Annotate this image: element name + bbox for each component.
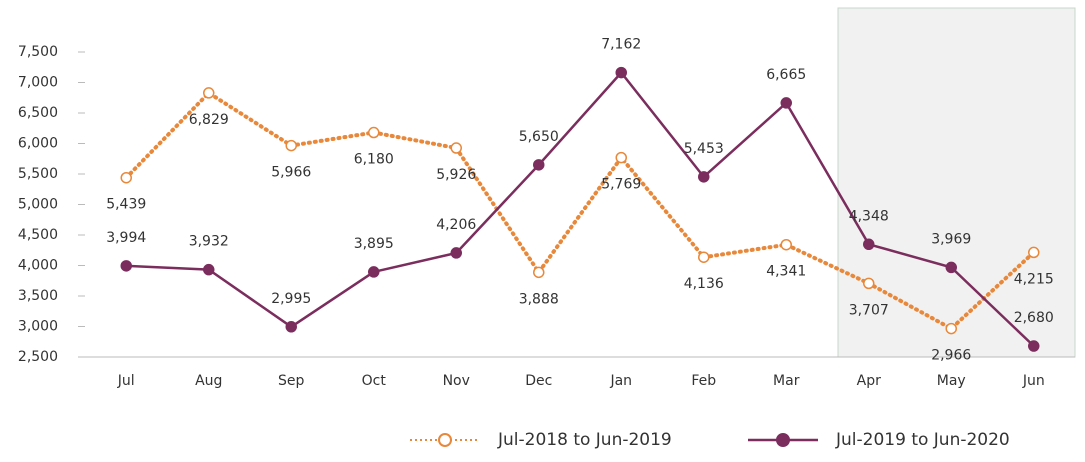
data-label: 2,966 bbox=[931, 348, 971, 364]
x-tick-label: Jun bbox=[1022, 373, 1045, 389]
point bbox=[863, 238, 875, 251]
point bbox=[450, 247, 462, 259]
data-label: 6,180 bbox=[354, 152, 394, 168]
shaded-region bbox=[837, 7, 1076, 358]
x-tick-label: Mar bbox=[773, 373, 800, 389]
y-tick-label: 3,500 bbox=[18, 288, 58, 304]
series-line bbox=[124, 90, 1036, 332]
x-tick-label: Feb bbox=[691, 373, 716, 389]
x-tick-label: Sep bbox=[278, 373, 305, 389]
y-tick-label: 6,500 bbox=[18, 105, 58, 121]
x-tick-label: Aug bbox=[195, 373, 222, 389]
data-label: 4,206 bbox=[436, 217, 476, 233]
x-tick-label: Jul bbox=[117, 373, 135, 389]
point bbox=[120, 171, 132, 184]
y-tick-label: 5,500 bbox=[18, 166, 58, 182]
point bbox=[945, 261, 957, 274]
x-tick-label: Jan bbox=[609, 373, 632, 389]
data-label: 5,769 bbox=[601, 177, 641, 193]
data-label: 3,888 bbox=[519, 291, 559, 307]
data-label: 4,341 bbox=[766, 264, 806, 280]
point bbox=[533, 159, 545, 171]
point bbox=[698, 171, 710, 183]
x-tick-label: May bbox=[937, 373, 966, 389]
point bbox=[368, 266, 380, 278]
legend-marker bbox=[776, 433, 790, 447]
point bbox=[203, 87, 215, 99]
data-label: 3,707 bbox=[849, 302, 889, 318]
data-label: 7,162 bbox=[601, 37, 641, 53]
point bbox=[533, 266, 545, 279]
data-label: 5,650 bbox=[519, 129, 559, 145]
data-label: 6,829 bbox=[189, 112, 229, 128]
data-label: 4,348 bbox=[849, 208, 889, 224]
point bbox=[368, 126, 380, 139]
data-label: 3,994 bbox=[106, 230, 146, 246]
point bbox=[945, 322, 957, 335]
y-tick-label: 7,500 bbox=[18, 44, 58, 60]
point bbox=[698, 251, 710, 263]
point bbox=[1028, 246, 1040, 259]
point bbox=[120, 260, 132, 272]
point bbox=[615, 66, 627, 79]
data-label: 5,926 bbox=[436, 167, 476, 183]
data-label: 4,215 bbox=[1014, 271, 1054, 287]
point bbox=[863, 277, 875, 290]
data-label: 5,453 bbox=[684, 141, 724, 157]
point bbox=[285, 321, 297, 333]
point bbox=[780, 97, 792, 109]
point bbox=[450, 142, 462, 154]
y-tick-label: 4,000 bbox=[18, 258, 58, 274]
y-tick-label: 3,000 bbox=[18, 319, 58, 335]
data-label: 2,680 bbox=[1014, 310, 1054, 326]
y-tick-label: 4,500 bbox=[18, 227, 58, 243]
data-label: 4,136 bbox=[684, 276, 724, 292]
x-tick-label: Dec bbox=[525, 373, 552, 389]
y-tick-label: 6,000 bbox=[18, 136, 58, 152]
legend-label: Jul-2019 to Jun-2020 bbox=[835, 430, 1010, 450]
data-label: 3,895 bbox=[354, 236, 394, 252]
point bbox=[1028, 340, 1040, 352]
legend-marker bbox=[438, 433, 452, 447]
x-tick-label: Nov bbox=[443, 373, 470, 389]
x-tick-label: Apr bbox=[857, 373, 881, 389]
point bbox=[285, 139, 297, 152]
data-label: 5,439 bbox=[106, 197, 146, 213]
point bbox=[780, 238, 792, 251]
y-tick-label: 5,000 bbox=[18, 197, 58, 213]
y-tick-label: 7,000 bbox=[18, 75, 58, 91]
data-label: 3,969 bbox=[931, 231, 971, 247]
legend-label: Jul-2018 to Jun-2019 bbox=[497, 430, 672, 450]
data-label: 2,995 bbox=[271, 291, 311, 307]
x-tick-label: Oct bbox=[362, 373, 387, 389]
point bbox=[615, 151, 627, 164]
point bbox=[203, 263, 215, 276]
y-tick-label: 2,500 bbox=[18, 349, 58, 365]
series-line bbox=[125, 70, 1035, 348]
data-label: 3,932 bbox=[189, 234, 229, 250]
data-label: 5,966 bbox=[271, 165, 311, 181]
data-label: 6,665 bbox=[766, 67, 806, 83]
